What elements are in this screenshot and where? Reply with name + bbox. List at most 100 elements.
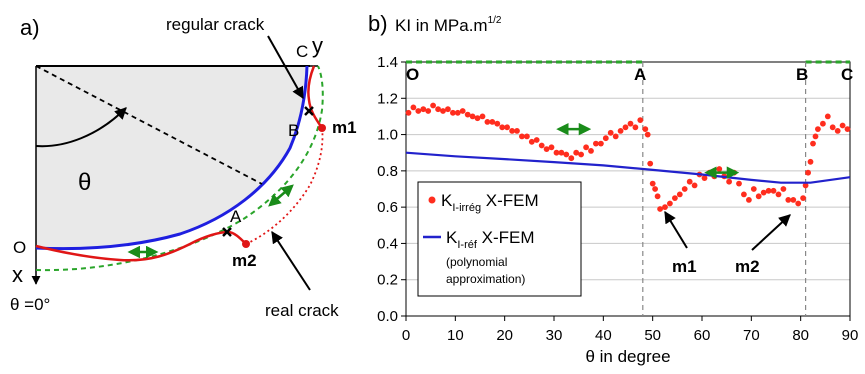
x-tick-label: 20	[496, 327, 513, 344]
m2-dot	[242, 240, 250, 248]
data-point	[484, 119, 491, 125]
data-point	[499, 124, 506, 131]
marker-b: B	[796, 65, 808, 84]
m2-arrow	[751, 214, 791, 251]
data-point	[543, 146, 550, 153]
data-point	[548, 144, 555, 151]
data-point	[583, 144, 589, 151]
data-point	[504, 124, 510, 131]
data-point	[820, 120, 826, 127]
data-point	[644, 131, 651, 138]
data-point	[479, 113, 486, 120]
data-point	[415, 108, 422, 114]
data-point	[563, 151, 570, 158]
data-point	[593, 140, 599, 147]
m1-label: m1	[332, 118, 357, 137]
data-point	[435, 106, 441, 113]
x-tick-label: 50	[644, 327, 661, 344]
data-point	[780, 186, 787, 192]
x-tick-label: 30	[546, 327, 563, 344]
data-point	[425, 108, 432, 114]
data-point	[750, 186, 757, 192]
data-point	[844, 126, 851, 132]
data-point	[519, 133, 525, 140]
legend-irreg-marker	[428, 196, 436, 204]
data-point	[637, 117, 644, 123]
x-axis-label: θ in degree	[585, 347, 670, 366]
point-c-label: C	[296, 42, 308, 61]
legend-ref-note1: (polynomial	[446, 255, 507, 269]
data-point	[524, 133, 530, 140]
x-tick-label: 0	[402, 327, 410, 344]
y-tick-label: 0.0	[377, 308, 398, 325]
m1-dot	[318, 124, 326, 132]
cross-b	[304, 106, 314, 116]
real-crack-curve	[35, 230, 247, 262]
data-point	[617, 127, 624, 134]
theta-label: θ	[78, 169, 91, 196]
data-point	[410, 104, 417, 111]
data-point	[795, 200, 802, 207]
data-point	[612, 133, 619, 140]
data-point	[810, 140, 816, 147]
data-point	[716, 166, 723, 172]
data-point	[573, 149, 580, 156]
data-point	[602, 135, 609, 142]
data-point	[538, 142, 545, 149]
data-point	[726, 178, 732, 185]
data-point	[459, 108, 466, 114]
data-point	[528, 138, 535, 145]
data-point	[420, 106, 427, 113]
legend-irreg-text: KI-irrég X-FEM	[441, 191, 539, 214]
data-point	[667, 200, 673, 207]
theta-zero-label: θ =0°	[10, 295, 50, 314]
chart-m1-label: m1	[672, 257, 697, 276]
y-tick-label: 0.2	[377, 272, 398, 289]
panel-b-label: b)	[368, 11, 388, 36]
data-point	[746, 197, 752, 203]
data-point	[450, 109, 456, 116]
y-tick-label: 1.0	[377, 127, 398, 144]
panel-a-label: a)	[20, 15, 40, 40]
data-point	[829, 124, 836, 131]
regular-crack-label: regular crack	[166, 15, 265, 34]
data-point	[509, 127, 515, 134]
data-point	[790, 197, 797, 203]
data-point	[454, 109, 461, 116]
data-point	[405, 109, 412, 116]
chart-m2-label: m2	[735, 257, 760, 276]
y-tick-label: 0.4	[377, 235, 398, 252]
point-o-label: O	[13, 238, 26, 257]
data-point	[588, 148, 594, 154]
data-point	[514, 127, 520, 134]
real-crack-label: real crack	[265, 301, 339, 320]
real-crack-top	[307, 65, 324, 129]
data-point	[489, 119, 496, 125]
axis-y-label: y	[312, 33, 323, 58]
x-tick-label: 40	[595, 327, 612, 344]
data-point	[568, 155, 575, 162]
data-point	[598, 140, 604, 147]
axis-x-label: x	[12, 262, 23, 287]
data-point	[839, 122, 846, 129]
data-point	[736, 180, 742, 187]
data-point	[834, 127, 841, 134]
data-point	[812, 133, 819, 140]
theta-arc	[35, 107, 127, 148]
data-point	[622, 124, 629, 131]
data-point	[642, 126, 649, 132]
data-point	[785, 197, 792, 203]
marker-c: C	[841, 65, 853, 84]
data-point	[824, 113, 831, 120]
marker-a: A	[634, 65, 646, 84]
data-point	[469, 113, 476, 120]
regular-crack-arrow	[267, 35, 304, 100]
point-a-label: A	[230, 207, 242, 226]
data-point	[741, 191, 747, 198]
theta-ray	[35, 65, 263, 185]
data-point	[558, 149, 565, 156]
data-point	[647, 160, 654, 167]
data-point	[445, 106, 451, 113]
data-point	[494, 120, 501, 127]
